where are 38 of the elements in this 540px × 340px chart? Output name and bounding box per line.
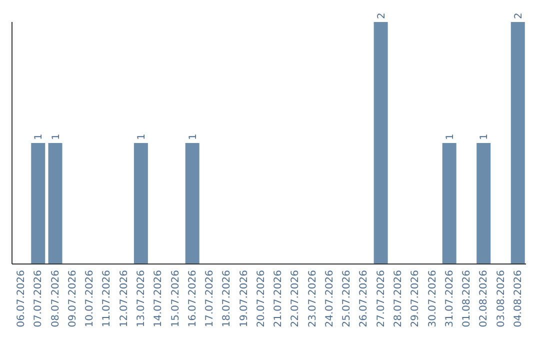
x-tick-label: 06.07.2026: [16, 270, 28, 328]
x-tick-label: 31.07.2026: [444, 270, 456, 328]
x-tick-label: 15.07.2026: [170, 270, 182, 328]
x-tick-label: 11.07.2026: [102, 270, 113, 328]
data-label: 1: [188, 134, 199, 140]
data-label: 1: [444, 134, 456, 140]
x-tick-label: 22.07.2026: [290, 270, 302, 328]
x-tick-label: 23.07.2026: [307, 270, 318, 328]
x-tick-label: 01.08.2026: [462, 270, 473, 328]
x-tick-label: 02.08.2026: [478, 270, 490, 328]
data-label: 1: [34, 134, 45, 140]
data-label: 2: [513, 12, 524, 19]
data-label: 1: [50, 134, 62, 140]
x-tick-label: 18.07.2026: [222, 270, 233, 328]
x-tick-label: 04.08.2026: [512, 270, 524, 328]
x-tick-label: 08.07.2026: [50, 270, 62, 328]
x-tick-label: 19.07.2026: [238, 270, 250, 328]
x-tick-label: 14.07.2026: [153, 270, 164, 328]
x-tick-label: 30.07.2026: [427, 270, 438, 328]
x-tick-label: 21.07.2026: [273, 270, 284, 328]
x-tick-label: 10.07.2026: [84, 270, 96, 328]
x-tick-label: 03.08.2026: [496, 270, 507, 328]
x-tick-label: 20.07.2026: [256, 270, 267, 328]
x-tick-label: 24.07.2026: [324, 270, 336, 328]
x-tick-label: 16.07.2026: [187, 270, 198, 328]
x-tick-label: 07.07.2026: [33, 270, 44, 328]
x-tick-label: 25.07.2026: [342, 270, 353, 328]
data-label: 2: [376, 12, 388, 19]
data-label: 1: [479, 134, 490, 140]
x-tick-label: 17.07.2026: [204, 270, 216, 328]
x-tick-label: 27.07.2026: [376, 270, 387, 328]
x-tick-label: 29.07.2026: [410, 270, 422, 328]
data-label: 1: [136, 134, 148, 140]
x-tick-label: 13.07.2026: [136, 270, 147, 328]
x-tick-label: 12.07.2026: [118, 270, 130, 328]
x-tick-label: 28.07.2026: [393, 270, 404, 328]
x-tick-label: 26.07.2026: [358, 270, 370, 328]
x-tick-label: 09.07.2026: [67, 270, 78, 328]
